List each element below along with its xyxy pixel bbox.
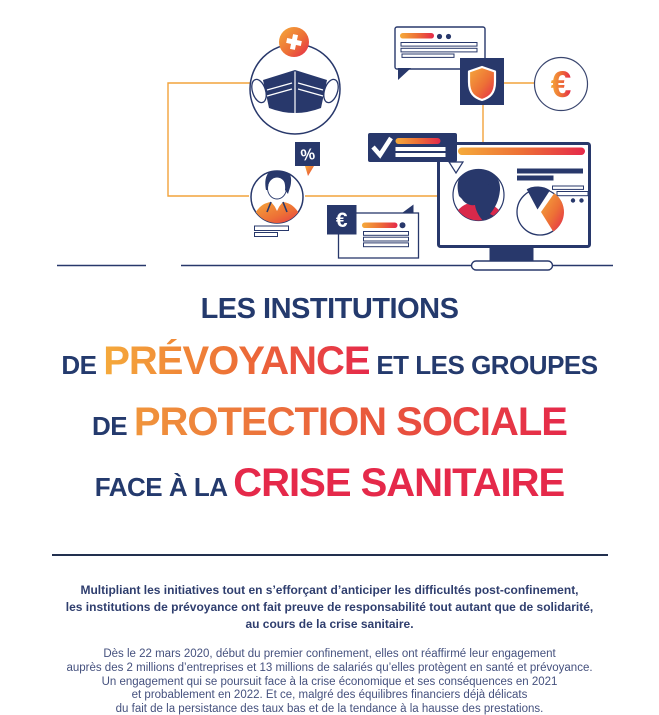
- title-line3-prefix: DE: [92, 411, 134, 441]
- pie-chart-icon: [516, 186, 564, 236]
- title-highlight-prevoyance: PRÉVOYANCE: [103, 339, 370, 383]
- man-avatar-icon: [250, 170, 304, 237]
- percent-symbol: %: [300, 146, 316, 165]
- euro-coin-icon: €: [533, 56, 589, 112]
- shield-icon: [460, 58, 504, 105]
- hero-illustration-svg: €: [57, 26, 613, 271]
- face-mask-icon: [249, 43, 341, 135]
- lead-paragraph: Multipliant les initiatives tout en s’ef…: [65, 583, 594, 631]
- body-paragraph: Dès le 22 mars 2020, début du premier co…: [66, 648, 593, 715]
- title-highlight-crise-sanitaire: CRISE SANITAIRE: [233, 461, 565, 505]
- avatar-caption-lines: [254, 225, 289, 237]
- check-list-bubble-icon: [368, 133, 465, 175]
- title-highlight-protection-sociale: PROTECTION SOCIALE: [133, 400, 568, 444]
- medical-cross-icon: [279, 27, 309, 57]
- title-line4-prefix: FACE À LA: [94, 472, 234, 502]
- euro-document-icon: €: [327, 204, 420, 259]
- monitor-icon: [437, 142, 591, 271]
- title-line2-suffix: ET LES GROUPES: [369, 350, 598, 380]
- chat-bubble-icon: [394, 26, 486, 80]
- euro-card-symbol: €: [336, 209, 348, 232]
- title-line-2: DE PRÉVOYANCE ET LES GROUPES: [0, 335, 659, 396]
- title-line-1: LES INSTITUTIONS: [0, 288, 659, 335]
- title-line2-prefix: DE: [61, 350, 104, 380]
- hero-illustration: €: [0, 0, 659, 280]
- monitor-stand: [489, 246, 534, 263]
- title-text-institutions: LES INSTITUTIONS: [200, 293, 459, 325]
- title-line-3: DE PROTECTION SOCIALE: [0, 396, 659, 457]
- connector-lines: [167, 82, 534, 197]
- percent-bubble-icon: %: [295, 142, 320, 176]
- title-line-4: FACE À LA CRISE SANITAIRE: [0, 457, 659, 518]
- section-divider: [51, 554, 608, 556]
- euro-coin-symbol: €: [551, 64, 572, 105]
- page-title: LES INSTITUTIONS DE PRÉVOYANCE ET LES GR…: [0, 288, 659, 518]
- stats-bars: [517, 168, 589, 203]
